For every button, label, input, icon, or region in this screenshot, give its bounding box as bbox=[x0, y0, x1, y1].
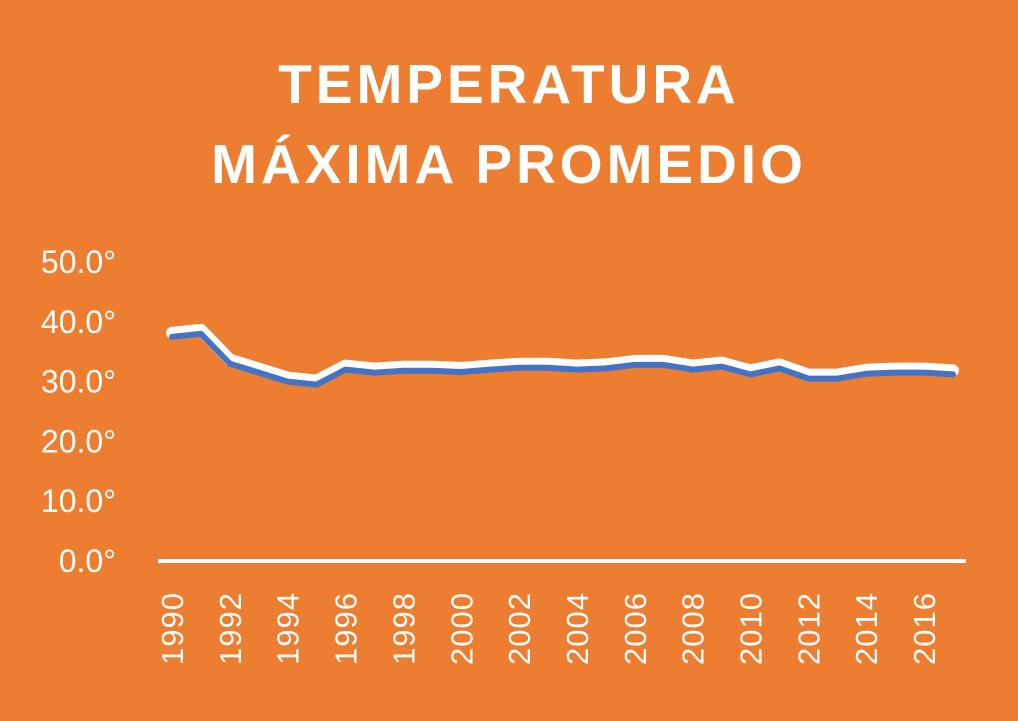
x-tick-label: 2008 bbox=[676, 592, 711, 665]
data-point bbox=[227, 361, 232, 366]
data-point bbox=[343, 367, 348, 372]
data-point bbox=[690, 367, 695, 372]
data-point bbox=[922, 370, 927, 375]
data-point bbox=[517, 365, 522, 370]
data-point bbox=[748, 372, 753, 377]
y-tick-label: 20.0° bbox=[41, 423, 116, 459]
x-tick-label: 2010 bbox=[734, 592, 769, 665]
x-tick-label: 2016 bbox=[907, 592, 942, 665]
x-tick-label: 2004 bbox=[560, 592, 595, 665]
data-point bbox=[603, 366, 608, 371]
data-point bbox=[285, 379, 290, 384]
data-point bbox=[459, 370, 464, 375]
data-point bbox=[401, 368, 406, 373]
chart-title: TEMPERATURA MÁXIMA PROMEDIO bbox=[0, 44, 1018, 204]
x-tick-label: 2006 bbox=[618, 592, 653, 665]
x-tick-label: 2014 bbox=[849, 592, 884, 665]
data-point bbox=[893, 370, 898, 375]
x-tick-label: 2012 bbox=[791, 592, 826, 665]
data-point bbox=[198, 331, 203, 336]
x-tick-label: 1994 bbox=[271, 592, 306, 665]
y-tick-label: 0.0° bbox=[59, 543, 116, 579]
data-point bbox=[170, 334, 174, 339]
x-tick-label: 1996 bbox=[329, 592, 364, 665]
data-point bbox=[632, 362, 637, 367]
data-point bbox=[430, 368, 435, 373]
series-line bbox=[169, 330, 956, 388]
data-point bbox=[777, 366, 782, 371]
y-tick-label: 40.0° bbox=[41, 304, 116, 340]
chart-title-line-1: TEMPERATURA bbox=[278, 53, 740, 115]
data-point bbox=[546, 365, 551, 370]
y-tick-label: 30.0° bbox=[41, 364, 116, 400]
x-tick-label: 1992 bbox=[213, 592, 248, 665]
x-tick-label: 1998 bbox=[386, 592, 421, 665]
chart-title-line-2: MÁXIMA PROMEDIO bbox=[211, 133, 807, 195]
data-point bbox=[951, 372, 955, 377]
data-point bbox=[806, 376, 811, 381]
data-point bbox=[488, 367, 493, 372]
data-point bbox=[661, 362, 666, 367]
data-point bbox=[719, 364, 724, 369]
y-tick-label: 50.0° bbox=[41, 244, 116, 280]
data-point bbox=[372, 370, 377, 375]
y-tick-label: 10.0° bbox=[41, 483, 116, 519]
data-point bbox=[864, 371, 869, 376]
data-point bbox=[835, 376, 840, 381]
x-tick-label: 2000 bbox=[444, 592, 479, 665]
data-point bbox=[256, 370, 261, 375]
data-point bbox=[574, 367, 579, 372]
x-tick-label: 2002 bbox=[502, 592, 537, 665]
x-tick-label: 1990 bbox=[155, 592, 190, 665]
data-point bbox=[314, 382, 319, 387]
series-line-glow bbox=[166, 323, 959, 387]
